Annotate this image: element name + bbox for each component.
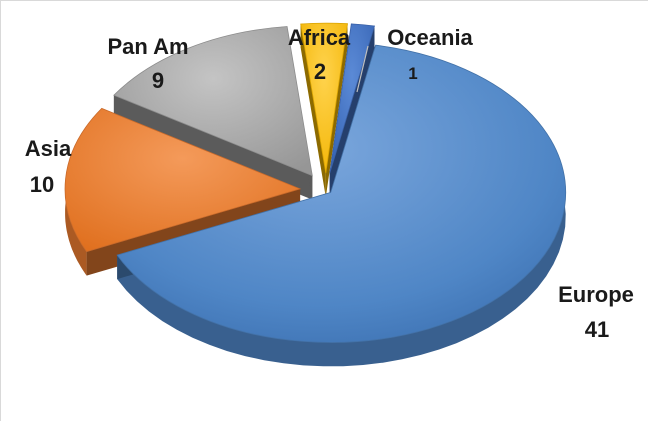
pie-slice-europe: [116, 44, 567, 367]
pie-slice-oceania-top: [329, 23, 376, 174]
label-oceania-name: Oceania: [387, 25, 473, 50]
label-asia-value: 10: [30, 172, 54, 197]
label-europe-value: 41: [585, 317, 609, 342]
label-africa-value: 2: [314, 59, 326, 84]
label-europe-name: Europe: [558, 282, 634, 307]
pie-slice-europe-top: [116, 44, 567, 343]
pie-slice-oceania-edge-1: [329, 26, 375, 198]
label-asia-name: Asia: [25, 136, 72, 161]
pie-slice-panam-top: [113, 26, 313, 177]
oceania-leader-line: [356, 45, 369, 93]
pie-slice-asia-top: [64, 107, 302, 253]
label-oceania-value: 1: [408, 64, 417, 83]
label-africa-name: Africa: [288, 25, 351, 50]
label-panam-value: 9: [152, 68, 164, 93]
pie-slice-africa-edge-0: [300, 24, 326, 198]
label-panam-name: Pan Am: [107, 34, 188, 59]
pie-slice-africa: [300, 22, 348, 198]
pie-slice-africa-top: [300, 22, 348, 174]
pie-slice-africa-edge-1: [325, 23, 348, 198]
pie-slice-oceania: [329, 23, 376, 198]
